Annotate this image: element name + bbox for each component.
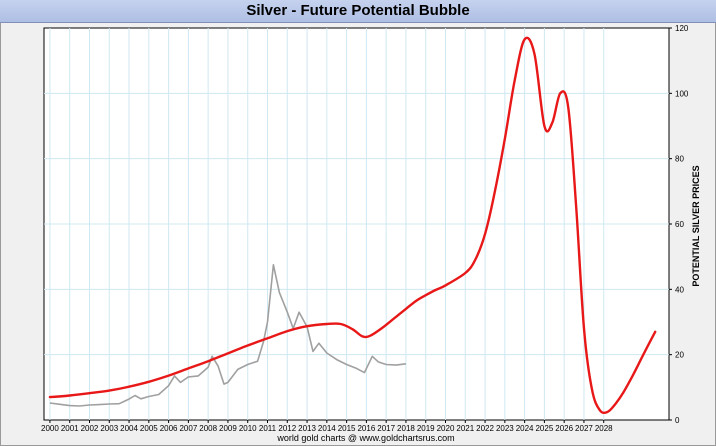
x-tick-label: 2025 <box>535 424 553 433</box>
x-tick-label: 2006 <box>160 424 178 433</box>
x-tick-label: 2010 <box>239 424 257 433</box>
axis-layer: 2000 2001 2002 2003 2004 2005 2006 2007 2008 2009… <box>41 24 689 433</box>
x-tick-label: 2009 <box>219 424 237 433</box>
y-tick-label: 40 <box>675 285 684 294</box>
x-tick-label: 2017 <box>377 424 395 433</box>
x-tick-label: 2026 <box>555 424 573 433</box>
x-tick-label: 2014 <box>318 424 336 433</box>
y-tick-label: 80 <box>675 155 684 164</box>
x-tick-label: 2023 <box>496 424 514 433</box>
x-tick-label: 2001 <box>61 424 79 433</box>
x-tick-label: 2004 <box>120 424 138 433</box>
x-tick-label: 2027 <box>575 424 593 433</box>
x-tick-label: 2022 <box>476 424 494 433</box>
y-tick-label: 0 <box>675 416 680 425</box>
x-tick-label: 2003 <box>100 424 118 433</box>
x-tick-label: 2021 <box>456 424 474 433</box>
x-tick-label: 2000 <box>41 424 59 433</box>
y-tick-label: 100 <box>675 89 689 98</box>
x-tick-label: 2018 <box>397 424 415 433</box>
x-tick-label: 2008 <box>199 424 217 433</box>
series-historical-price <box>49 263 407 407</box>
x-tick-label: 2016 <box>357 424 375 433</box>
x-tick-label: 2015 <box>338 424 356 433</box>
y-tick-label: 60 <box>675 220 684 229</box>
y-tick-label: 20 <box>675 351 684 360</box>
x-tick-label: 2028 <box>595 424 613 433</box>
series-layer <box>48 36 657 415</box>
x-tick-label: 2012 <box>278 424 296 433</box>
title-bar: Silver - Future Potential Bubble <box>0 0 716 23</box>
grid-layer <box>44 28 669 420</box>
x-tick-label: 2019 <box>417 424 435 433</box>
y-axis-label: POTENTIAL SILVER PRICES <box>691 165 701 286</box>
x-tick-label: 2005 <box>140 424 158 433</box>
x-tick-label: 2013 <box>298 424 316 433</box>
series-projection <box>48 36 657 415</box>
x-tick-label: 2007 <box>179 424 197 433</box>
x-tick-label: 2024 <box>516 424 534 433</box>
chart-footer: world gold charts @ www.goldchartsrus.co… <box>276 433 454 443</box>
x-tick-label: 2002 <box>81 424 99 433</box>
y-tick-label: 120 <box>675 24 689 33</box>
x-tick-label: 2011 <box>259 424 277 433</box>
x-tick-label: 2020 <box>437 424 455 433</box>
chart-title: Silver - Future Potential Bubble <box>246 2 470 19</box>
